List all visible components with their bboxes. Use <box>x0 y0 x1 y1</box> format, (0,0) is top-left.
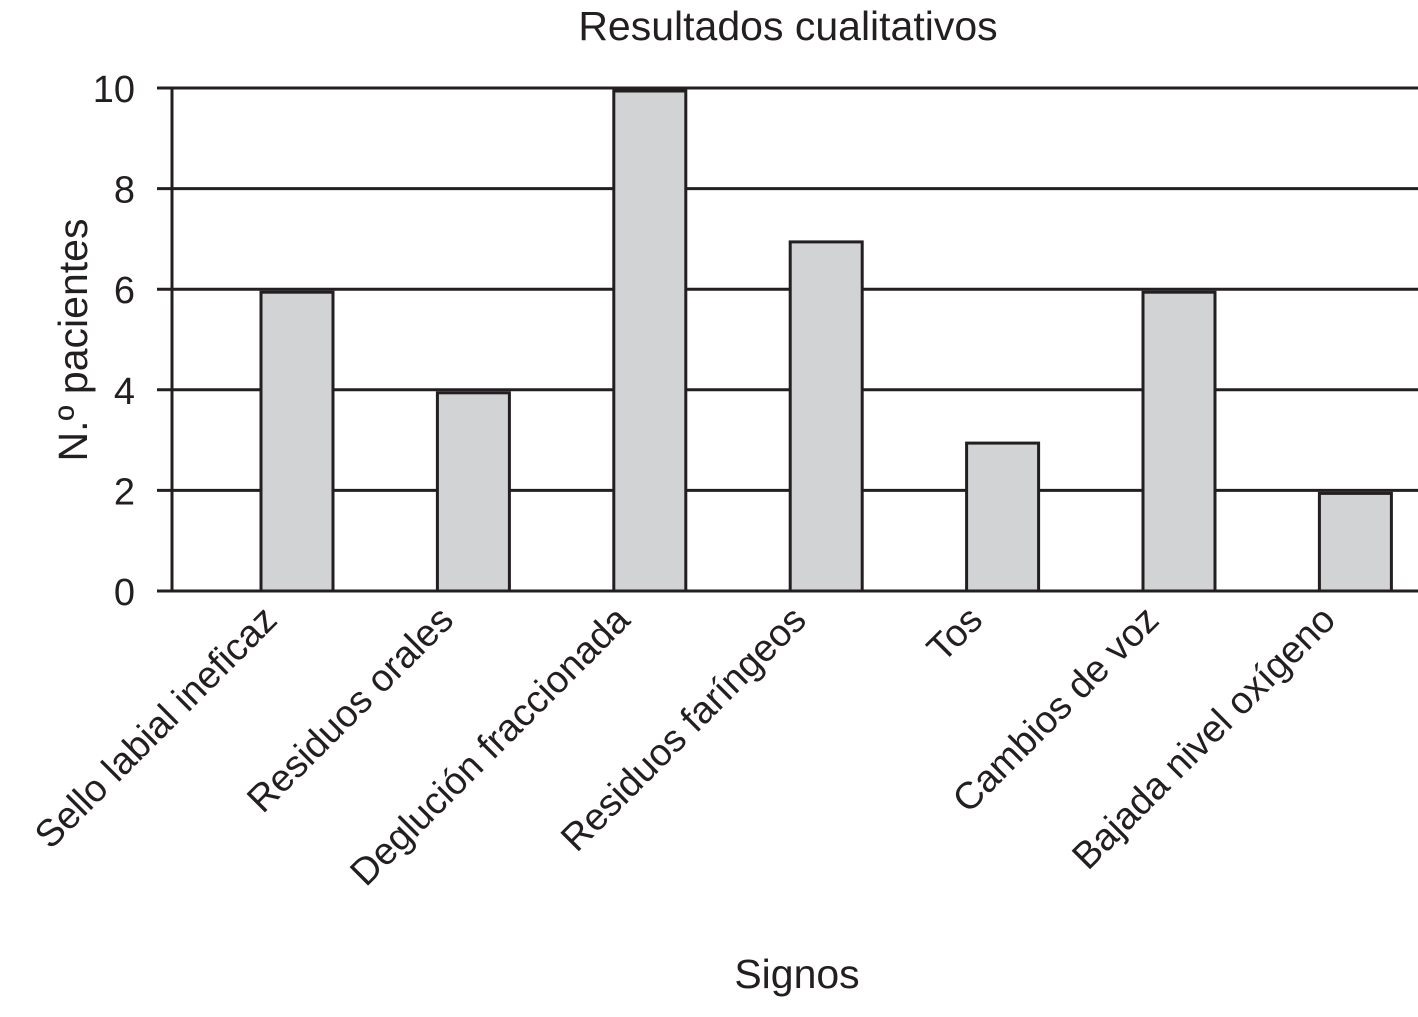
bar <box>1317 491 1393 593</box>
bar <box>965 441 1041 593</box>
y-tick-label: 10 <box>93 69 135 111</box>
y-axis-ticks: 0 2 4 6 8 10 <box>93 69 135 614</box>
y-tick-label: 2 <box>114 471 135 513</box>
chart-title: Resultados cualitativos <box>578 3 997 49</box>
y-tick-label: 4 <box>114 371 135 413</box>
bar <box>788 240 864 593</box>
x-tick-label: Sello labial ineficaz <box>27 599 285 857</box>
y-tick-label: 0 <box>114 572 135 614</box>
bar <box>1141 290 1217 593</box>
bar <box>612 89 688 593</box>
gridlines <box>157 86 1418 593</box>
x-axis-label: Signos <box>734 951 859 997</box>
bar <box>435 391 511 593</box>
y-tick-label: 8 <box>114 170 135 212</box>
y-tick-label: 6 <box>114 270 135 312</box>
y-axis-label: N.º pacientes <box>50 219 96 462</box>
bars <box>259 89 1393 593</box>
bar <box>259 290 335 593</box>
x-tick-label: Tos <box>919 599 991 671</box>
